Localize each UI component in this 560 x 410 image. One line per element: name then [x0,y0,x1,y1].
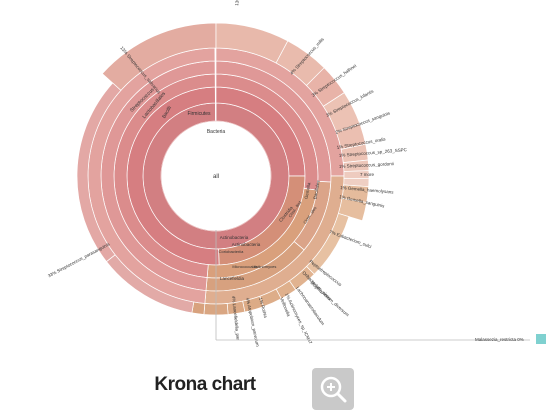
label-actinobacteria-class: Actinobacteria [232,242,261,247]
zoom-button[interactable] [312,368,354,410]
root-label: all [213,174,219,180]
label-bacillales: Bacillales [312,179,320,199]
label-firmicutes: Firmicutes [187,111,211,117]
label-actinobacteria: Actinobacteria [220,235,249,240]
leaf-label-1: 13% Streptococcus_s [234,0,247,6]
label-bacilli: Bacilli [161,105,173,119]
leaf-label-9: 7 more [360,172,375,177]
leaf-label-19: 1% Rothia [258,297,268,319]
fungi-swatch[interactable] [536,334,546,344]
leaf-label-8: 1% Streptococcus_gordonii [339,161,394,169]
label-actinomyces: Actinomyces [254,264,277,269]
ring-fungi[interactable] [215,102,217,122]
label-gemella: Gemella [304,182,312,200]
label-micrococcales: Micrococcales [232,264,257,269]
leaf-label-7: 1% Streptococcus_sp_263_SSPC [339,147,408,158]
leaf-segment-19[interactable] [191,301,206,315]
leaf-label-10: 1% Gemella_haemolysans [340,185,395,195]
fungi-label: Malassezia_restricta 0% [475,337,524,342]
leaf-label-22: 33% Streptococcus_parasanguinis [47,241,111,278]
label-lancefieldia: Lancefieldia [220,276,245,281]
label-bacteria: Bacteria [207,129,226,135]
leaf-segment-21[interactable] [76,82,122,263]
leaf-label-21: 4% Lancefieldella_par [231,296,241,341]
label-coriobacteriia: Coriobacteriia [219,249,244,254]
zoom-in-icon [320,376,347,403]
chart-caption: Krona chart [154,374,256,395]
